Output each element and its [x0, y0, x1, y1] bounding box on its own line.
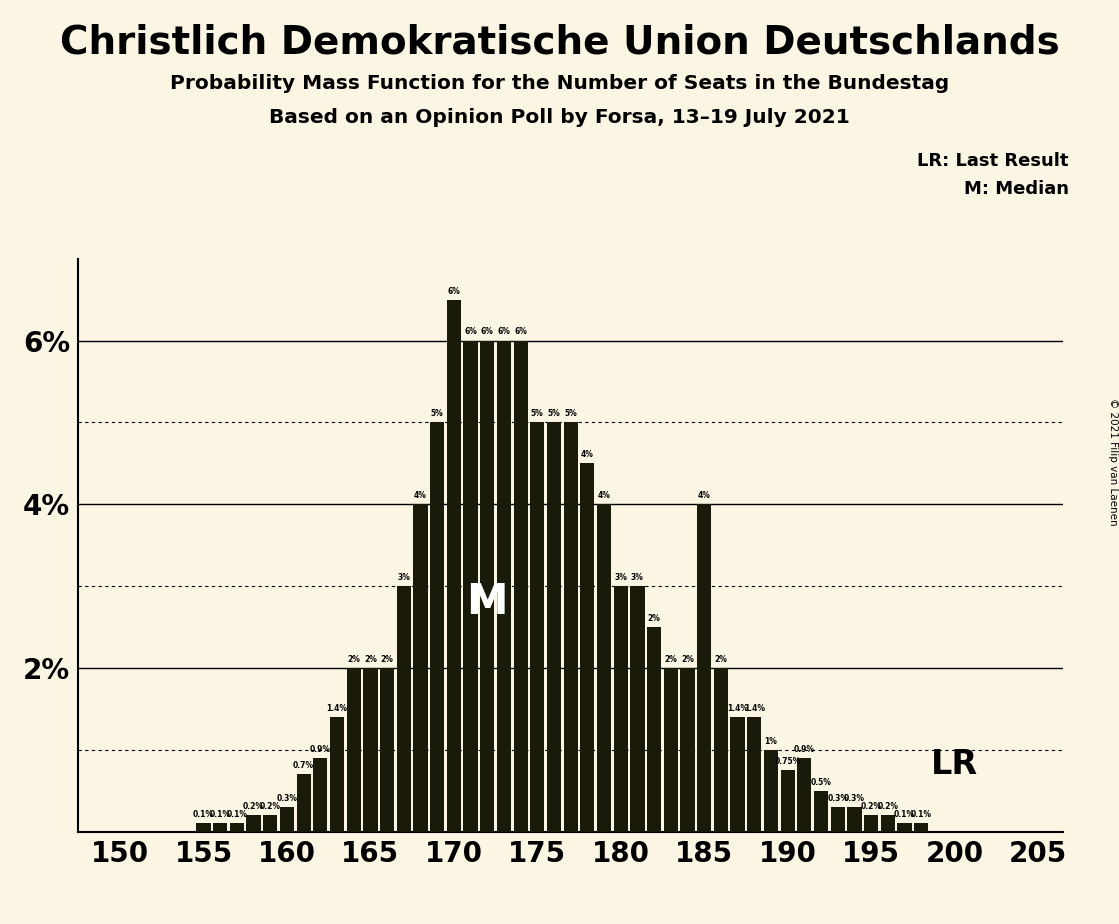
Bar: [197, 823, 210, 832]
Text: LR: Last Result: LR: Last Result: [918, 152, 1069, 170]
Text: M: M: [467, 581, 508, 624]
Bar: [797, 758, 811, 832]
Bar: [581, 463, 594, 832]
Text: 0.75%: 0.75%: [774, 757, 801, 766]
Bar: [914, 823, 929, 832]
Text: 0.3%: 0.3%: [276, 794, 298, 803]
Text: 6%: 6%: [481, 327, 493, 336]
Text: 4%: 4%: [598, 492, 611, 500]
Bar: [446, 299, 461, 832]
Text: 2%: 2%: [648, 614, 660, 623]
Text: 6%: 6%: [448, 286, 460, 296]
Text: 0.1%: 0.1%: [192, 810, 214, 820]
Text: 0.2%: 0.2%: [260, 802, 281, 811]
Text: 0.2%: 0.2%: [243, 802, 264, 811]
Bar: [664, 668, 678, 832]
Text: 0.2%: 0.2%: [877, 802, 899, 811]
Text: 0.1%: 0.1%: [894, 810, 915, 820]
Bar: [781, 771, 794, 832]
Text: 0.1%: 0.1%: [209, 810, 231, 820]
Bar: [313, 758, 328, 832]
Bar: [263, 815, 278, 832]
Text: 6%: 6%: [498, 327, 510, 336]
Text: © 2021 Filip van Laenen: © 2021 Filip van Laenen: [1109, 398, 1118, 526]
Text: 0.1%: 0.1%: [226, 810, 247, 820]
Bar: [514, 341, 528, 832]
Bar: [697, 505, 712, 832]
Text: 3%: 3%: [397, 573, 411, 582]
Bar: [830, 807, 845, 832]
Bar: [814, 791, 828, 832]
Text: 3%: 3%: [631, 573, 643, 582]
Text: 2%: 2%: [380, 655, 394, 663]
Text: 0.9%: 0.9%: [793, 745, 815, 754]
Text: Probability Mass Function for the Number of Seats in the Bundestag: Probability Mass Function for the Number…: [170, 74, 949, 93]
Text: 2%: 2%: [665, 655, 677, 663]
Bar: [764, 749, 778, 832]
Bar: [731, 717, 744, 832]
Bar: [430, 422, 444, 832]
Bar: [564, 422, 577, 832]
Bar: [380, 668, 394, 832]
Text: Based on an Opinion Poll by Forsa, 13–19 July 2021: Based on an Opinion Poll by Forsa, 13–19…: [270, 108, 849, 128]
Text: 4%: 4%: [414, 492, 427, 500]
Text: 0.3%: 0.3%: [827, 794, 848, 803]
Bar: [347, 668, 360, 832]
Text: 1.4%: 1.4%: [327, 704, 348, 713]
Bar: [413, 505, 427, 832]
Bar: [246, 815, 261, 832]
Text: 1.4%: 1.4%: [744, 704, 764, 713]
Bar: [229, 823, 244, 832]
Text: 4%: 4%: [581, 450, 594, 459]
Text: 0.7%: 0.7%: [293, 761, 314, 771]
Bar: [547, 422, 561, 832]
Text: 0.2%: 0.2%: [861, 802, 882, 811]
Text: 2%: 2%: [681, 655, 694, 663]
Bar: [530, 422, 545, 832]
Bar: [330, 717, 345, 832]
Bar: [680, 668, 695, 832]
Text: 2%: 2%: [347, 655, 360, 663]
Text: 2%: 2%: [364, 655, 377, 663]
Bar: [714, 668, 728, 832]
Bar: [497, 341, 511, 832]
Text: 6%: 6%: [515, 327, 527, 336]
Bar: [213, 823, 227, 832]
Text: Christlich Demokratische Union Deutschlands: Christlich Demokratische Union Deutschla…: [59, 23, 1060, 61]
Text: 5%: 5%: [564, 409, 577, 419]
Bar: [613, 586, 628, 832]
Text: 2%: 2%: [714, 655, 727, 663]
Bar: [463, 341, 478, 832]
Bar: [847, 807, 862, 832]
Text: LR: LR: [931, 748, 978, 781]
Text: 5%: 5%: [530, 409, 544, 419]
Bar: [897, 823, 912, 832]
Text: 1.4%: 1.4%: [727, 704, 749, 713]
Bar: [397, 586, 411, 832]
Bar: [864, 815, 878, 832]
Text: 0.1%: 0.1%: [911, 810, 932, 820]
Bar: [747, 717, 761, 832]
Text: 5%: 5%: [547, 409, 561, 419]
Bar: [280, 807, 294, 832]
Bar: [630, 586, 645, 832]
Text: 4%: 4%: [698, 492, 711, 500]
Text: 0.3%: 0.3%: [844, 794, 865, 803]
Text: 0.5%: 0.5%: [810, 778, 831, 786]
Bar: [647, 627, 661, 832]
Bar: [596, 505, 611, 832]
Text: 0.9%: 0.9%: [310, 745, 331, 754]
Text: 3%: 3%: [614, 573, 627, 582]
Text: 1%: 1%: [764, 736, 778, 746]
Bar: [881, 815, 895, 832]
Bar: [364, 668, 377, 832]
Text: 6%: 6%: [464, 327, 477, 336]
Bar: [480, 341, 495, 832]
Text: 5%: 5%: [431, 409, 443, 419]
Text: M: Median: M: Median: [963, 180, 1069, 198]
Bar: [297, 774, 311, 832]
